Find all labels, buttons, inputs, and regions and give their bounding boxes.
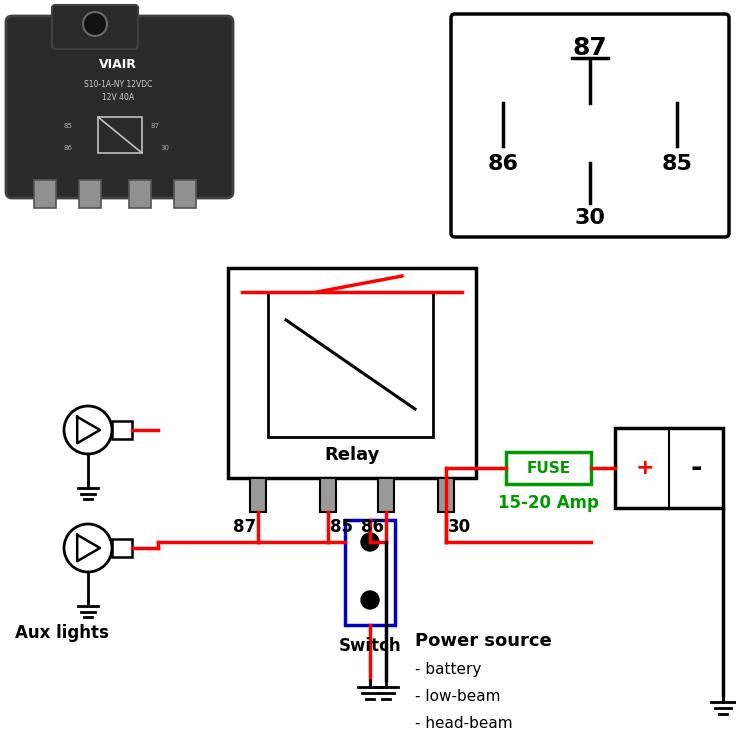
Circle shape xyxy=(361,591,379,609)
Bar xyxy=(345,520,395,625)
Text: 30: 30 xyxy=(575,208,606,228)
Bar xyxy=(268,292,433,437)
Bar xyxy=(129,180,151,208)
Text: Power source: Power source xyxy=(415,632,552,650)
Bar xyxy=(228,268,476,478)
Bar xyxy=(98,117,142,153)
Bar xyxy=(112,539,132,556)
Text: 30: 30 xyxy=(160,145,169,151)
Text: - low-beam: - low-beam xyxy=(415,689,500,704)
FancyBboxPatch shape xyxy=(52,5,138,49)
Text: FUSE: FUSE xyxy=(526,461,570,476)
Bar xyxy=(506,452,591,484)
Circle shape xyxy=(83,12,107,36)
Text: -: - xyxy=(690,454,701,482)
Text: 87: 87 xyxy=(150,123,160,129)
Text: 30: 30 xyxy=(448,518,471,536)
Bar xyxy=(34,180,56,208)
Bar xyxy=(615,428,723,508)
Text: Switch: Switch xyxy=(339,637,401,655)
Text: - battery: - battery xyxy=(415,662,481,677)
Text: 85: 85 xyxy=(330,518,353,536)
Text: 87: 87 xyxy=(233,518,256,536)
Text: 85: 85 xyxy=(662,154,693,174)
Text: 85: 85 xyxy=(63,123,72,129)
Text: - head-beam: - head-beam xyxy=(415,716,513,731)
Text: VIAIR: VIAIR xyxy=(99,58,137,71)
FancyBboxPatch shape xyxy=(6,16,233,198)
Text: 86: 86 xyxy=(487,154,518,174)
Bar xyxy=(378,478,394,512)
Text: Relay: Relay xyxy=(325,446,380,464)
Text: +: + xyxy=(636,458,654,478)
Text: 12V 40A: 12V 40A xyxy=(102,93,134,102)
Text: 86: 86 xyxy=(63,145,73,151)
Bar xyxy=(174,180,196,208)
Bar xyxy=(250,478,266,512)
Text: S10-1A-NY 12VDC: S10-1A-NY 12VDC xyxy=(84,80,152,89)
Text: 86: 86 xyxy=(361,518,384,536)
Text: 87: 87 xyxy=(573,36,607,60)
FancyBboxPatch shape xyxy=(451,14,729,237)
Circle shape xyxy=(361,533,379,551)
Bar xyxy=(320,478,336,512)
Bar xyxy=(438,478,454,512)
Bar xyxy=(79,180,101,208)
Text: Aux lights: Aux lights xyxy=(15,624,109,642)
Bar xyxy=(112,421,132,439)
Text: 15-20 Amp: 15-20 Amp xyxy=(498,494,599,512)
